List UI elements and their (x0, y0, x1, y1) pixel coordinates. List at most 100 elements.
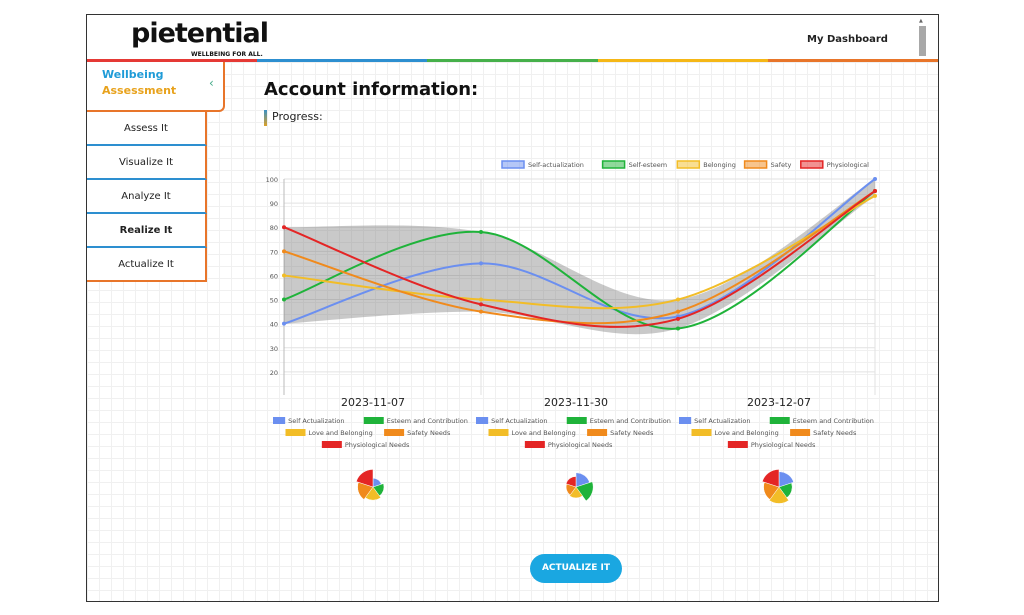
pie-date-label: 2023-11-07 (341, 396, 405, 409)
actualize-it-button[interactable]: ACTUALIZE IT (530, 554, 622, 583)
legend-swatch (743, 160, 768, 169)
legend-swatch (524, 441, 545, 448)
pie-chart-block: 2023-11-07 Self Actualization Esteem and … (265, 396, 473, 523)
legend-swatch (488, 429, 509, 436)
page-title: Account information: (264, 79, 479, 100)
y-tick-label: 50 (270, 297, 278, 305)
legend-swatch (671, 417, 692, 424)
y-tick-label: 90 (270, 200, 278, 208)
pie-slice (569, 486, 583, 499)
series-point (282, 249, 286, 254)
legend-swatch (800, 160, 824, 169)
series-point (282, 273, 286, 278)
pie-slice (761, 469, 780, 488)
series-line (283, 190, 876, 325)
series-point (479, 297, 483, 302)
sidebar-item-analyze-it[interactable]: Analyze It (87, 180, 207, 214)
y-tick-label: 20 (270, 369, 278, 377)
pie-chart-block: 2023-11-30 Self Actualization Esteem and … (468, 396, 676, 523)
y-tick-label: 70 (270, 248, 278, 256)
legend-label: Belonging (703, 161, 736, 169)
y-tick-label: 80 (270, 224, 278, 232)
y-tick-label: 60 (270, 272, 278, 280)
sidebar-item-actualize-it[interactable]: Actualize It (87, 248, 207, 282)
series-point (479, 302, 483, 307)
legend-swatch (384, 429, 405, 436)
legend-swatch (321, 441, 342, 448)
legend-label: Self-actualization (528, 161, 584, 169)
pie-legend: Self Actualization Esteem and Contributio… (265, 417, 468, 449)
legend-label: Love and Belonging (309, 429, 373, 437)
scroll-up-icon[interactable]: ▲ (919, 18, 923, 24)
brand-logo[interactable]: pietential WELLBEING FOR ALL. (131, 18, 269, 59)
legend-label: Self Actualization (288, 417, 344, 425)
series-point (479, 309, 483, 314)
legend-label: Love and Belonging (715, 429, 779, 437)
series-point (282, 321, 286, 326)
legend-label: Self Actualization (491, 417, 547, 425)
series-point (479, 230, 483, 235)
legend-swatch (566, 417, 587, 424)
pie-chart: Self Actualization Esteem and Contributio… (468, 417, 671, 502)
legend-label: Self Actualization (694, 417, 750, 425)
legend-swatch (265, 417, 286, 424)
sidebar: Wellbeing Assessment ‹ Assess It Visuali… (87, 62, 225, 282)
legend-label: Safety Needs (813, 429, 857, 437)
sidebar-item-assess-it[interactable]: Assess It (87, 112, 207, 146)
grid-background (87, 62, 938, 601)
legend-swatch (468, 417, 489, 424)
series-point (479, 261, 483, 266)
page-scrollbar[interactable]: ▲ (918, 18, 927, 58)
legend-swatch (727, 441, 748, 448)
legend-swatch (363, 417, 384, 424)
legend-label: Physiological (827, 161, 869, 169)
legend-swatch (285, 429, 306, 436)
legend-label: Safety Needs (610, 429, 654, 437)
legend-label: Physiological Needs (751, 441, 816, 449)
legend-swatch (691, 429, 712, 436)
series-point (873, 177, 877, 181)
legend-label: Esteem and Contribution (793, 417, 874, 425)
series-point (873, 193, 877, 198)
chevron-left-icon[interactable]: ‹ (209, 76, 214, 90)
sidebar-title-line2: Assessment (102, 84, 177, 97)
rainbow-segment (597, 59, 768, 62)
legend-label: Physiological Needs (548, 441, 613, 449)
line-chart-y-axis: 20 30 40 50 60 70 80 90 100 (266, 176, 285, 395)
sidebar-item-visualize-it[interactable]: Visualize It (87, 146, 207, 180)
main-content: Account information: Progress: (264, 79, 479, 126)
line-chart-legend: Self-actualization Self-esteem Belonging Sa… (501, 160, 869, 169)
legend-label: Esteem and Contribution (590, 417, 671, 425)
legend-swatch (601, 160, 626, 169)
pie-slice (768, 486, 790, 504)
rainbow-divider (87, 59, 938, 62)
pie-chart: Self Actualization Esteem and Contributio… (265, 417, 468, 501)
app-window: pietential WELLBEING FOR ALL. My Dashboa… (86, 14, 939, 602)
legend-label: Love and Belonging (512, 429, 576, 437)
line-chart-series (282, 177, 877, 331)
scrollbar-thumb[interactable] (919, 26, 926, 56)
series-line (283, 190, 876, 328)
sidebar-title-line1: Wellbeing (102, 68, 164, 81)
series-point (676, 326, 680, 331)
brand-name: pietential (131, 18, 269, 49)
pie-date-label: 2023-11-30 (544, 396, 608, 409)
pie-slice (575, 481, 594, 502)
series-line (283, 194, 876, 310)
series-point (282, 297, 286, 302)
progress-line-chart: Self-actualization Self-esteem Belonging Sa… (266, 160, 877, 395)
y-tick-label: 100 (266, 176, 278, 184)
my-dashboard-link[interactable]: My Dashboard (807, 34, 888, 45)
pie-chart-block: 2023-12-07 Self Actualization Esteem and … (671, 396, 879, 523)
series-point (676, 309, 680, 314)
rainbow-segment (767, 59, 938, 62)
pie-legend: Self Actualization Esteem and Contributio… (468, 417, 671, 449)
legend-swatch (501, 160, 525, 169)
progress-label: Progress: (264, 110, 323, 126)
rainbow-segment (87, 59, 258, 62)
sidebar-item-realize-it[interactable]: Realize It (87, 214, 207, 248)
series-line (283, 190, 876, 330)
series-point (873, 189, 877, 194)
legend-swatch (790, 429, 811, 436)
legend-label: Self-esteem (629, 161, 667, 169)
